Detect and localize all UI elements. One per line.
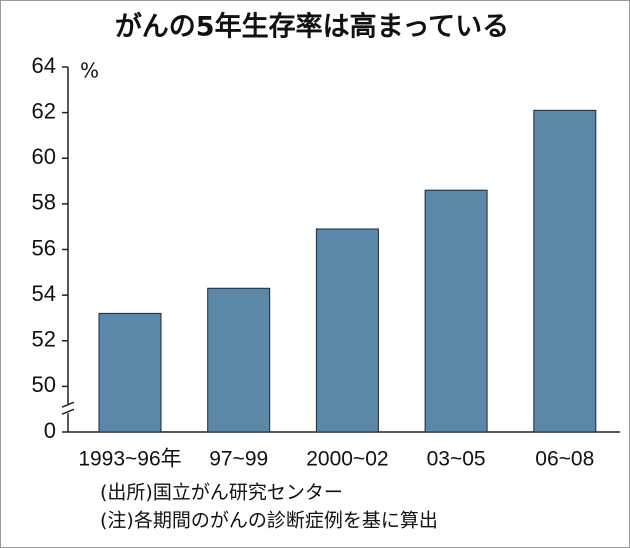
bar [315, 228, 379, 433]
axis-break-gap [62, 405, 74, 414]
bar [207, 287, 271, 433]
footnote: (注)各期間のがんの診断症例を基に算出 [100, 510, 438, 532]
axis-break [61, 401, 75, 415]
y-tick-label: 56 [32, 235, 56, 260]
y-tick-label: 52 [32, 327, 56, 352]
y-tick-label: 62 [32, 98, 56, 123]
x-tick-label: 03~05 [427, 448, 486, 471]
y-tick-label: 64 [32, 53, 56, 78]
y-tick-label: 58 [32, 190, 56, 215]
y-tick-label: 60 [32, 144, 56, 169]
bar [533, 109, 597, 433]
y-tick-label: 50 [32, 372, 56, 397]
bar [98, 312, 162, 433]
y-unit: % [80, 59, 99, 83]
x-tick-label: 97~99 [209, 448, 268, 471]
y-tick-label: 54 [32, 281, 56, 306]
bar [424, 189, 488, 433]
x-tick-label: 1993~96年 [78, 448, 181, 471]
x-tick-label: 2000~02 [306, 448, 388, 471]
source-note: (出所)国立がん研究センター [100, 482, 343, 504]
x-tick-label: 06~08 [535, 448, 594, 471]
chart-title: がんの5年生存率は高まっている [115, 11, 509, 43]
y-tick-label: 0 [44, 418, 56, 443]
